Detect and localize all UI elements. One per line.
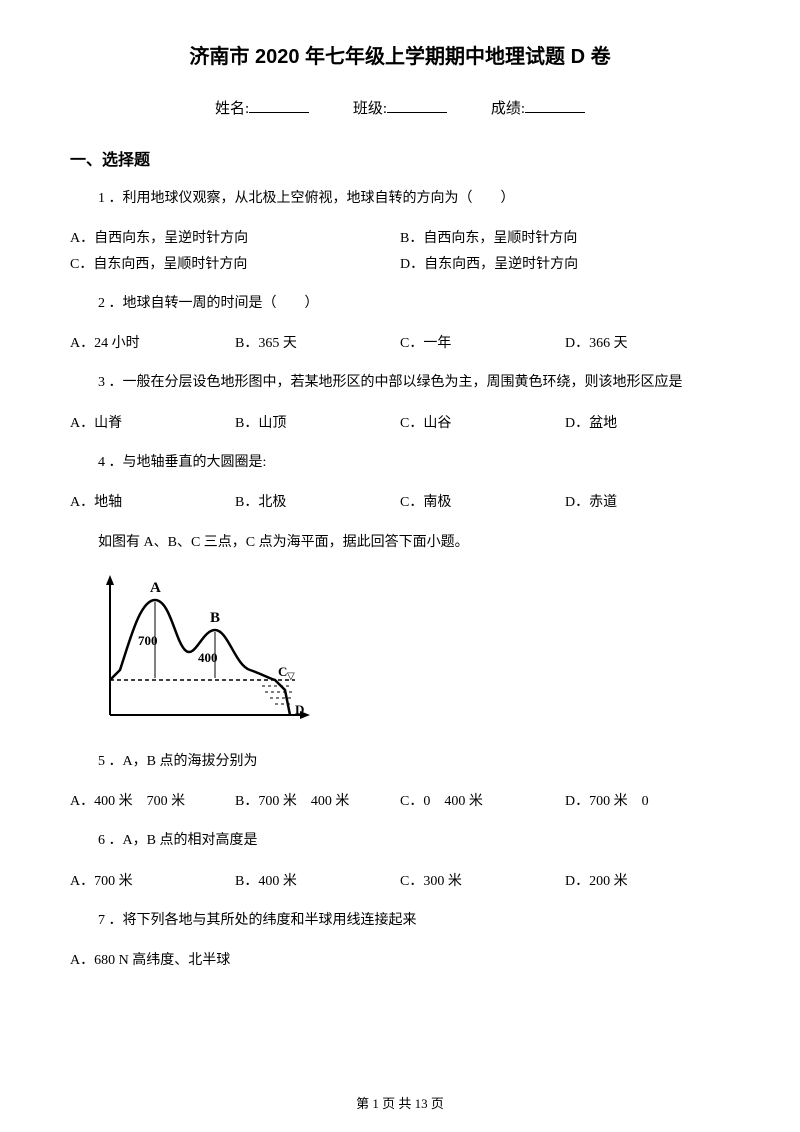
q4-opt-d: D．赤道 [565,490,730,515]
score-label: 成绩: [491,101,525,117]
q3-opt-d: D．盆地 [565,411,730,436]
q2-opt-c: C．一年 [400,331,565,356]
q4-opt-b: B．北极 [235,490,400,515]
q1-opt-a: A．自西向东，呈逆时针方向 [70,226,400,251]
q4-opt-a: A．地轴 [70,490,235,515]
q2-opt-d: D．366 天 [565,331,730,356]
name-blank [249,112,309,113]
q5-opt-c: C．0 400 米 [400,789,565,814]
q3-options: A．山脊 B．山顶 C．山谷 D．盆地 [70,411,730,436]
class-label: 班级: [353,101,387,117]
q7-opt-a: A．680 N 高纬度、北半球 [70,948,730,973]
q3-text: 3 ．一般在分层设色地形图中，若某地形区的中部以绿色为主，周围黄色环绕，则该地形… [70,372,730,394]
q2-text: 2 ．地球自转一周的时间是（ ） [70,293,730,315]
fig-label-400: 400 [198,650,218,665]
q4-text: 4 ．与地轴垂直的大圆圈是: [70,452,730,474]
q1-opt-d: D．自东向西，呈逆时针方向 [400,252,730,277]
fig-label-700: 700 [138,633,158,648]
fig-label-d: D [295,702,304,717]
q2-options: A．24 小时 B．365 天 C．一年 D．366 天 [70,331,730,356]
figure-context: 如图有 A、B、C 三点，C 点为海平面，据此回答下面小题。 [70,532,730,554]
q5-text: 5 ．A，B 点的海拔分别为 [70,751,730,773]
page-footer: 第 1 页 共 13 页 [0,1093,800,1112]
q1-text: 1 ．利用地球仪观察，从北极上空俯视，地球自转的方向为（ ） [70,188,730,210]
q2-opt-a: A．24 小时 [70,331,235,356]
page-title: 济南市 2020 年七年级上学期期中地理试题 D 卷 [70,40,730,69]
q5-options: A．400 米 700 米 B．700 米 400 米 C．0 400 米 D．… [70,789,730,814]
info-line: 姓名: 班级: 成绩: [70,97,730,118]
svg-text:▽: ▽ [287,671,295,682]
elevation-figure: A B 700 400 C ▽ D [90,570,730,735]
q5-opt-a: A．400 米 700 米 [70,789,235,814]
q3-opt-b: B．山顶 [235,411,400,436]
class-blank [387,112,447,113]
q7-text: 7 ．将下列各地与其所处的纬度和半球用线连接起来 [70,910,730,932]
q1-opt-b: B．自西向东，呈顺时针方向 [400,226,730,251]
q2-opt-b: B．365 天 [235,331,400,356]
score-blank [525,112,585,113]
q4-options: A．地轴 B．北极 C．南极 D．赤道 [70,490,730,515]
q6-opt-a: A．700 米 [70,869,235,894]
q6-opt-c: C．300 米 [400,869,565,894]
fig-label-a: A [150,580,161,596]
q6-opt-d: D．200 米 [565,869,730,894]
q3-opt-c: C．山谷 [400,411,565,436]
section-heading: 一、选择题 [70,146,730,170]
q5-opt-b: B．700 米 400 米 [235,789,400,814]
fig-label-c: C [278,664,287,679]
fig-label-b: B [210,610,220,626]
q4-opt-c: C．南极 [400,490,565,515]
q1-opt-c: C．自东向西，呈顺时针方向 [70,252,400,277]
q6-text: 6 ．A，B 点的相对高度是 [70,830,730,852]
q6-options: A．700 米 B．400 米 C．300 米 D．200 米 [70,869,730,894]
q6-opt-b: B．400 米 [235,869,400,894]
name-label: 姓名: [215,101,249,117]
q1-options: A．自西向东，呈逆时针方向 B．自西向东，呈顺时针方向 C．自东向西，呈顺时针方… [70,226,730,276]
q3-opt-a: A．山脊 [70,411,235,436]
q5-opt-d: D．700 米 0 [565,789,730,814]
